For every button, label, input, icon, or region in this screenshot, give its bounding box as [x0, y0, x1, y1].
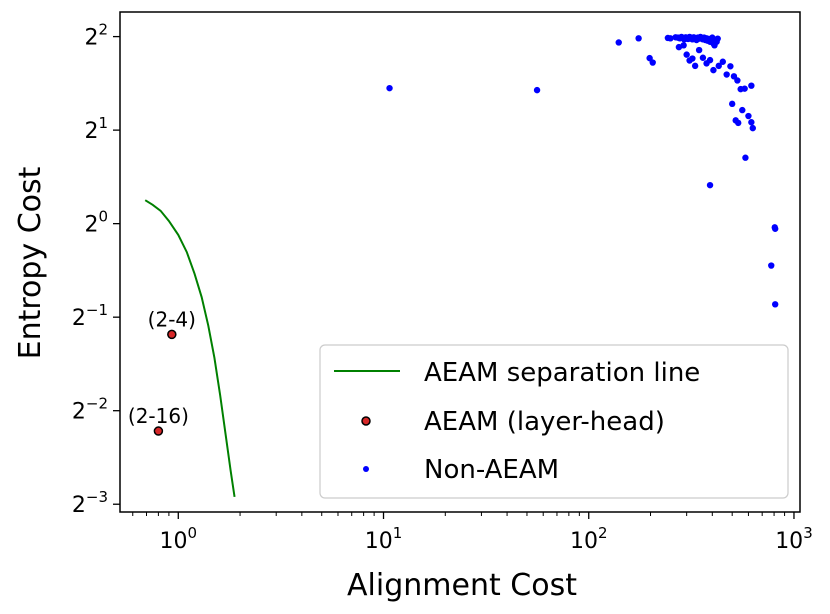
y-tick-label: 2−2 [72, 395, 108, 425]
non-aeam-point [714, 35, 721, 42]
non-aeam-point [706, 56, 714, 64]
non-aeam-point [386, 84, 393, 92]
non-aeam-point [745, 112, 752, 120]
y-tick-label: 2−3 [72, 488, 108, 518]
non-aeam-point [680, 42, 687, 49]
non-aeam-point [615, 39, 622, 46]
plot-frame [119, 11, 801, 513]
non-aeam-point [771, 301, 779, 308]
x-axis-title: Alignment Cost [347, 568, 577, 603]
non-aeam-point [735, 119, 742, 127]
separation-line [144, 199, 236, 498]
x-tick-label: 100 [160, 524, 198, 554]
x-tick-label: 101 [365, 524, 403, 554]
non-aeam-point [706, 181, 714, 189]
non-aeam-point [742, 154, 749, 161]
series-layer [144, 33, 779, 498]
legend-label-separation-line: AEAM separation line [424, 358, 700, 388]
aeam-point [153, 426, 164, 436]
non-aeam-point [723, 71, 730, 78]
non-aeam-point [734, 77, 741, 84]
non-aeam-point [691, 62, 699, 70]
legend: AEAM separation line AEAM (layer-head) N… [319, 344, 789, 499]
non-aeam-point [695, 46, 703, 54]
non-aeam-point [727, 63, 734, 70]
legend-aeam-marker [361, 416, 371, 426]
aeam-point [167, 329, 177, 340]
non-aeam-point [667, 35, 674, 42]
non-aeam-point [771, 225, 779, 232]
y-tick-label: 2−1 [72, 301, 108, 331]
non-aeam-point [719, 58, 726, 65]
legend-non-aeam-marker [363, 466, 369, 472]
non-aeam-point [710, 66, 717, 74]
legend-label-aeam: AEAM (layer-head) [424, 407, 665, 437]
y-tick-label: 20 [84, 208, 108, 238]
legend-frame [319, 344, 789, 499]
non-aeam-point [739, 106, 746, 114]
y-tick-label: 22 [84, 21, 108, 51]
non-aeam-point [768, 262, 775, 269]
non-aeam-point [649, 59, 656, 66]
y-tick-label: 21 [84, 114, 108, 144]
annotation-layer: (2-4) (2-16) [128, 307, 196, 428]
aeam-point-label: (2-4) [148, 307, 196, 331]
non-aeam-point [728, 100, 736, 108]
aeam-point-label: (2-16) [128, 404, 189, 428]
legend-label-non-aeam: Non-AEAM [424, 455, 559, 485]
non-aeam-point [748, 119, 755, 126]
y-axis-title: Entropy Cost [13, 166, 48, 359]
non-aeam-point [533, 86, 541, 94]
non-aeam-point [699, 54, 707, 61]
x-tick-label: 102 [570, 524, 608, 554]
non-aeam-point [741, 85, 748, 92]
x-tick-label: 103 [775, 524, 813, 554]
non-aeam-point [683, 51, 690, 58]
non-aeam-point [748, 82, 755, 89]
non-aeam-point [635, 35, 642, 42]
non-aeam-point [749, 124, 756, 132]
non-aeam-point [689, 55, 696, 62]
non-aeam-point [715, 62, 722, 70]
